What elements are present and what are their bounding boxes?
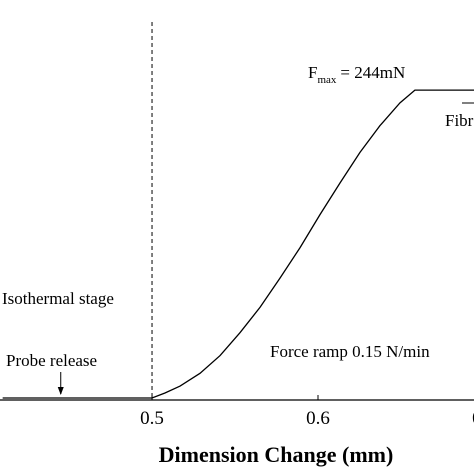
annotation: Fibr bbox=[445, 111, 474, 130]
x-tick-label: 0.5 bbox=[140, 408, 164, 429]
data-line bbox=[2, 89, 474, 399]
annotation: Isothermal stage bbox=[2, 289, 114, 308]
arrow-head bbox=[57, 387, 64, 395]
x-tick-label: 0.6 bbox=[306, 408, 330, 429]
annotation: Force ramp 0.15 N/min bbox=[270, 342, 430, 361]
annotation: Probe release bbox=[6, 351, 97, 370]
annotation: Fmax = 244mN bbox=[308, 63, 405, 86]
x-tick-label: 0.7 bbox=[472, 408, 474, 429]
x-axis-label: Dimension Change (mm) bbox=[159, 442, 394, 467]
